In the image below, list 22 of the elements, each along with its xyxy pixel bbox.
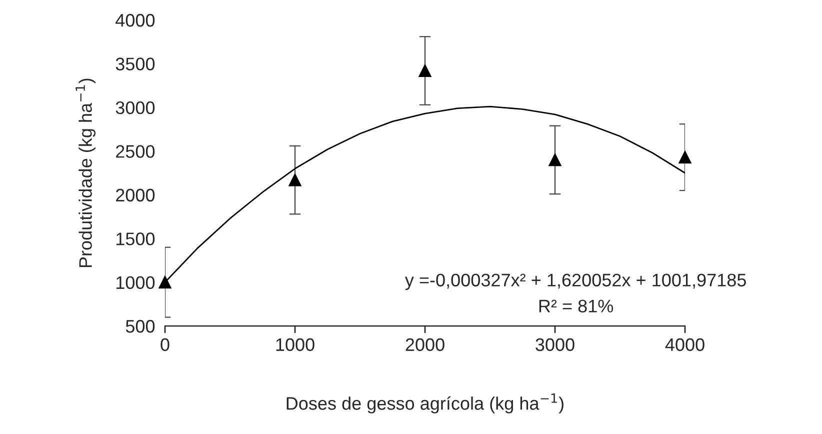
point (548, 154, 562, 166)
y-axis-title: Produtividade (kg ha$^{−1}$) (76, 78, 96, 268)
x-axis-title: Doses de gesso agrícola (kg ha$^{−1}$) (286, 394, 564, 414)
x-tick-label: 1000 (276, 338, 314, 352)
y-tick-label: 3500 (116, 58, 155, 70)
y-tick-label: 500 (126, 320, 155, 333)
y-tick-label: 1000 (116, 276, 155, 290)
point (678, 151, 692, 164)
y-tick-label: 2000 (116, 188, 155, 202)
x-tick-label: 2000 (406, 338, 444, 352)
x-tick-label: 3000 (536, 338, 574, 352)
annotation: R² = 81% (539, 300, 614, 312)
y-tick-label: 1500 (116, 232, 155, 246)
x-tick-label: 0 (160, 338, 170, 352)
point (418, 64, 432, 77)
y-tick-label: 3000 (116, 101, 155, 114)
x-tick-label: 4000 (665, 338, 704, 352)
point (288, 174, 302, 186)
y-tick-label: 2500 (116, 145, 155, 158)
y-tick-label: 4000 (116, 14, 155, 27)
annotation: y =-0,000327x² + 1,620052x + 1001,97185 (404, 274, 746, 290)
point (158, 276, 172, 289)
